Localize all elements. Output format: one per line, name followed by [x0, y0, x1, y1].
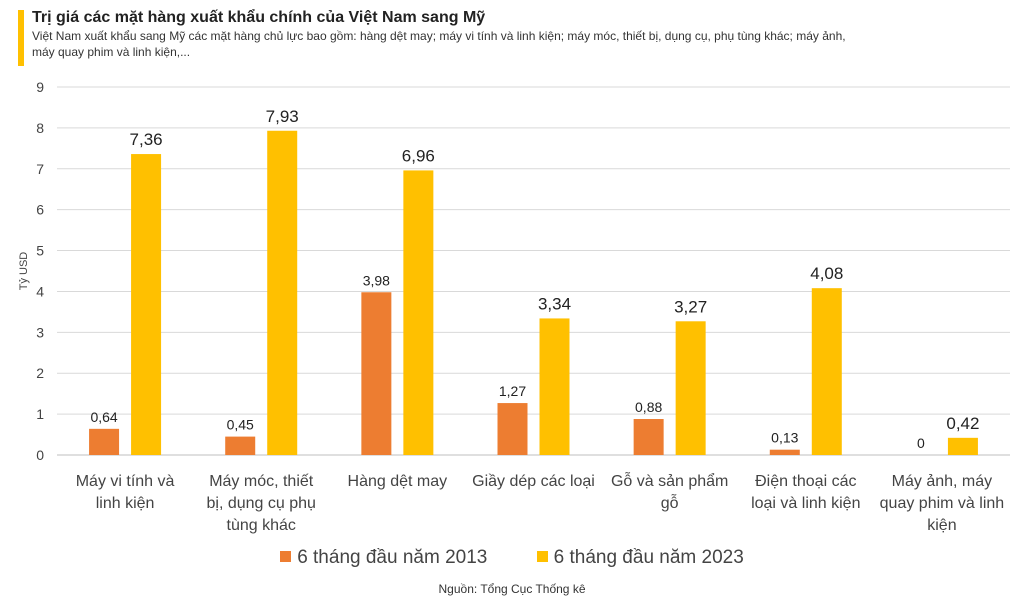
title-accent-bar — [18, 10, 24, 66]
bar-2023 — [131, 154, 162, 455]
data-label-2023: 4,08 — [810, 264, 843, 283]
y-tick-label: 8 — [36, 120, 44, 136]
data-label-2023: 3,34 — [538, 294, 571, 313]
chart-legend: 6 tháng đầu năm 2013 6 tháng đầu năm 202… — [0, 547, 1024, 569]
data-label-2023: 3,27 — [674, 297, 707, 316]
x-category-label: Máy móc, thiết — [209, 473, 314, 490]
y-tick-label: 1 — [36, 406, 44, 422]
y-tick-label: 4 — [36, 283, 44, 299]
data-label-2013: 0,13 — [771, 430, 798, 446]
x-category-label: Gỗ và sản phẩm — [611, 471, 728, 490]
bar-2023 — [267, 130, 298, 456]
bar-2013 — [225, 436, 256, 455]
chart-subtitle: Việt Nam xuất khẩu sang Mỹ các mặt hàng … — [32, 29, 846, 59]
source-note: Nguồn: Tổng Cục Thống kê — [438, 582, 586, 596]
legend-label-2013: 6 tháng đầu năm 2013 — [297, 547, 488, 568]
data-label-2013: 3,98 — [363, 272, 390, 288]
x-category-label: loại và linh kiện — [751, 495, 860, 512]
legend-swatch-2023 — [536, 551, 548, 562]
data-label-2023: 7,36 — [130, 130, 163, 149]
bar-2023 — [811, 288, 842, 455]
data-label-2013: 0,88 — [635, 399, 662, 415]
bar-2013 — [633, 419, 664, 455]
y-tick-label: 7 — [36, 161, 44, 177]
x-category-label: kiện — [927, 517, 956, 534]
bar-2023 — [947, 437, 978, 455]
bar-2013 — [361, 292, 392, 455]
x-category-label: bị, dụng cụ phụ — [207, 495, 316, 512]
legend-label-2023: 6 tháng đầu năm 2023 — [553, 547, 744, 568]
x-category-label: gỗ — [661, 493, 679, 512]
data-label-2013: 0,64 — [90, 409, 117, 425]
bar-2023 — [403, 170, 434, 455]
legend-swatch-2013 — [280, 551, 292, 562]
x-category-label: Điện thoại các — [755, 473, 856, 490]
x-category-label: tùng khác — [227, 517, 296, 534]
x-category-label: quay phim và linh — [880, 495, 1005, 512]
data-label-2013: 0,45 — [227, 417, 254, 433]
chart-title: Trị giá các mặt hàng xuất khẩu chính của… — [32, 9, 486, 26]
x-category-label: Máy vi tính và — [76, 473, 175, 490]
data-label-2013: 1,27 — [499, 383, 526, 399]
bar-chart: 0 1 2 3 4 5 6 7 8 9 Tỷ USD 0,64 7,36 Máy vi tính và li… — [18, 79, 1010, 534]
x-category-label: Hàng dệt may — [348, 473, 448, 490]
data-label-2023: 6,96 — [402, 146, 435, 165]
y-tick-label: 2 — [36, 365, 44, 381]
y-tick-label: 0 — [36, 447, 44, 463]
data-label-2023: 0,42 — [946, 414, 979, 433]
y-tick-label: 9 — [36, 79, 44, 95]
y-tick-label: 5 — [36, 243, 44, 259]
x-category-label: Giầy dép các loại — [472, 473, 595, 490]
bar-2023 — [675, 321, 706, 455]
bar-2013 — [497, 403, 528, 455]
bar-2013 — [769, 449, 800, 455]
bar-2023 — [539, 318, 570, 455]
legend-item-2013: 6 tháng đầu năm 2013 — [280, 547, 487, 569]
legend-item-2023: 6 tháng đầu năm 2023 — [536, 547, 744, 569]
data-label-2013: 0 — [917, 435, 925, 451]
x-category-label: linh kiện — [96, 495, 155, 512]
y-tick-label: 6 — [36, 202, 44, 218]
y-tick-label: 3 — [36, 324, 44, 340]
bar-2013 — [89, 428, 120, 455]
x-category-label: Máy ảnh, máy — [892, 473, 992, 490]
y-axis-label: Tỷ USD — [18, 252, 30, 291]
chart-header: Trị giá các mặt hàng xuất khẩu chính của… — [18, 8, 1008, 66]
data-label-2023: 7,93 — [266, 107, 299, 126]
